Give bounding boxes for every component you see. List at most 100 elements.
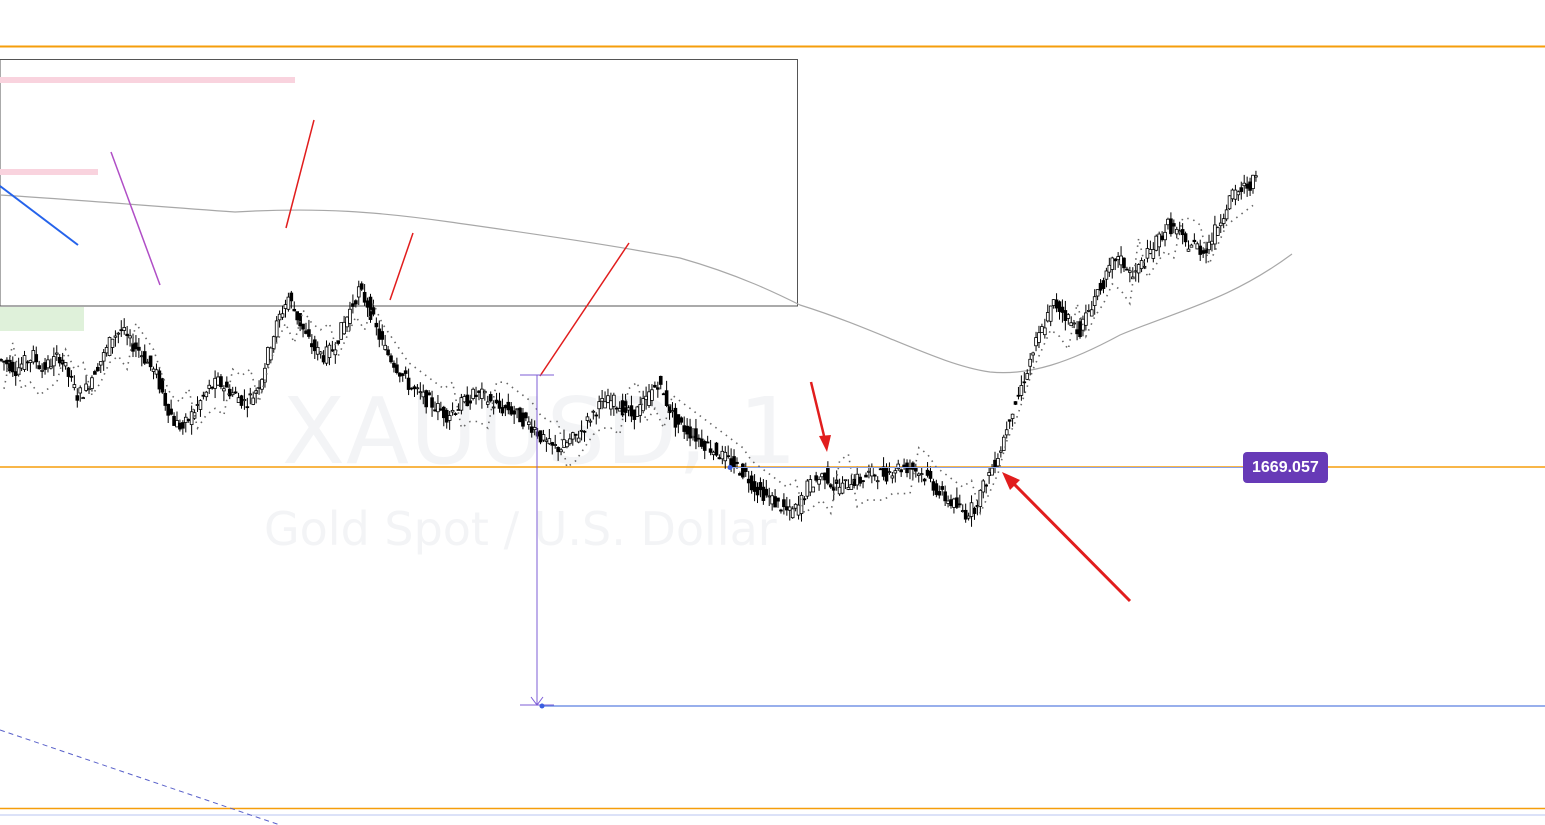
candle-body[interactable] xyxy=(603,401,607,409)
candle-body[interactable] xyxy=(201,394,206,397)
candle-body[interactable] xyxy=(688,426,692,439)
candle-body[interactable] xyxy=(96,366,100,372)
candle-body[interactable] xyxy=(1057,301,1062,312)
candle-body[interactable] xyxy=(1251,174,1255,190)
candle-body[interactable] xyxy=(820,473,824,478)
candle-body[interactable] xyxy=(90,377,94,389)
candle-body[interactable] xyxy=(304,330,308,334)
candle-body[interactable] xyxy=(1107,264,1112,273)
candle-body[interactable] xyxy=(846,487,851,490)
candle-body[interactable] xyxy=(236,397,241,403)
candle-body[interactable] xyxy=(251,397,256,405)
candle-body[interactable] xyxy=(705,441,710,444)
candle-body[interactable] xyxy=(286,296,291,310)
candle-body[interactable] xyxy=(503,405,508,409)
candle-body[interactable] xyxy=(1078,321,1082,338)
candle-body[interactable] xyxy=(515,408,519,411)
candle-body[interactable] xyxy=(271,336,276,349)
candle-body[interactable] xyxy=(22,355,27,370)
candle-body[interactable] xyxy=(450,409,455,413)
candle-body[interactable] xyxy=(776,497,780,502)
purple-wave-line[interactable] xyxy=(110,151,161,286)
candle-body[interactable] xyxy=(327,344,332,358)
candle-body[interactable] xyxy=(682,425,687,432)
candle-body[interactable] xyxy=(154,369,159,375)
candle-body[interactable] xyxy=(198,400,203,410)
candle-body[interactable] xyxy=(887,471,892,474)
candle-body[interactable] xyxy=(1019,385,1024,396)
candle-body[interactable] xyxy=(222,388,226,392)
candle-body[interactable] xyxy=(1142,265,1147,268)
candle-body[interactable] xyxy=(1034,337,1038,347)
candle-body[interactable] xyxy=(826,466,830,484)
candle-body[interactable] xyxy=(242,399,247,402)
candle-body[interactable] xyxy=(796,504,801,516)
candle-body[interactable] xyxy=(1113,258,1117,262)
candle-body[interactable] xyxy=(805,480,810,497)
green-zone[interactable] xyxy=(0,307,84,331)
candle-body[interactable] xyxy=(468,400,472,404)
candle-body[interactable] xyxy=(761,486,766,501)
candle-body[interactable] xyxy=(978,489,983,507)
candle-body[interactable] xyxy=(1174,228,1179,235)
candle-body[interactable] xyxy=(946,500,950,504)
candle-body[interactable] xyxy=(823,472,827,481)
candle-body[interactable] xyxy=(1066,314,1071,319)
candle-body[interactable] xyxy=(5,359,9,365)
candle-body[interactable] xyxy=(893,470,898,474)
candle-body[interactable] xyxy=(1189,244,1194,248)
candle-body[interactable] xyxy=(916,473,921,476)
candle-body[interactable] xyxy=(339,322,343,340)
price-label-tag[interactable]: 1669.057 xyxy=(1243,452,1328,483)
candle-body[interactable] xyxy=(702,441,707,451)
candle-body[interactable] xyxy=(867,470,871,473)
candle-body[interactable] xyxy=(1216,227,1220,236)
candle-body[interactable] xyxy=(289,292,294,302)
candle-body[interactable] xyxy=(1145,248,1150,259)
candle-body[interactable] xyxy=(538,430,543,443)
candle-body[interactable] xyxy=(518,407,522,423)
candle-body[interactable] xyxy=(635,406,640,417)
candle-body[interactable] xyxy=(172,415,176,426)
candle-body[interactable] xyxy=(506,401,511,411)
candle-body[interactable] xyxy=(157,370,162,390)
candle-body[interactable] xyxy=(31,350,36,363)
candle-body[interactable] xyxy=(694,428,698,442)
candle-body[interactable] xyxy=(1125,268,1129,271)
candle-body[interactable] xyxy=(441,406,446,419)
candle-body[interactable] xyxy=(324,346,329,364)
candle-body[interactable] xyxy=(181,422,185,429)
candle-body[interactable] xyxy=(644,395,648,401)
candle-body[interactable] xyxy=(13,371,18,377)
candle-body[interactable] xyxy=(817,479,821,485)
candle-body[interactable] xyxy=(629,405,634,417)
candle-body[interactable] xyxy=(219,376,223,388)
candle-body[interactable] xyxy=(447,415,452,421)
candle-body[interactable] xyxy=(488,394,493,402)
candle-body[interactable] xyxy=(556,447,560,453)
candle-body[interactable] xyxy=(547,438,552,445)
candle-body[interactable] xyxy=(741,463,745,478)
candle-body[interactable] xyxy=(993,459,997,468)
candle-body[interactable] xyxy=(1180,229,1185,236)
candle-body[interactable] xyxy=(1128,270,1132,273)
candle-body[interactable] xyxy=(269,347,273,361)
candle-body[interactable] xyxy=(225,381,229,388)
candle-body[interactable] xyxy=(471,388,475,399)
candle-body[interactable] xyxy=(248,393,253,396)
candle-body[interactable] xyxy=(1198,245,1203,255)
candle-body[interactable] xyxy=(1227,195,1232,210)
candle-body[interactable] xyxy=(312,339,317,352)
candle-body[interactable] xyxy=(524,412,528,419)
candle-body[interactable] xyxy=(1040,326,1044,333)
candle-body[interactable] xyxy=(406,377,411,390)
candle-body[interactable] xyxy=(787,506,792,511)
candle-body[interactable] xyxy=(770,495,774,505)
candle-body[interactable] xyxy=(902,464,906,468)
candle-body[interactable] xyxy=(175,420,179,428)
candle-body[interactable] xyxy=(969,502,974,517)
candle-body[interactable] xyxy=(541,434,546,441)
candle-body[interactable] xyxy=(142,351,147,364)
candle-body[interactable] xyxy=(509,406,514,415)
candle-body[interactable] xyxy=(1016,394,1021,397)
